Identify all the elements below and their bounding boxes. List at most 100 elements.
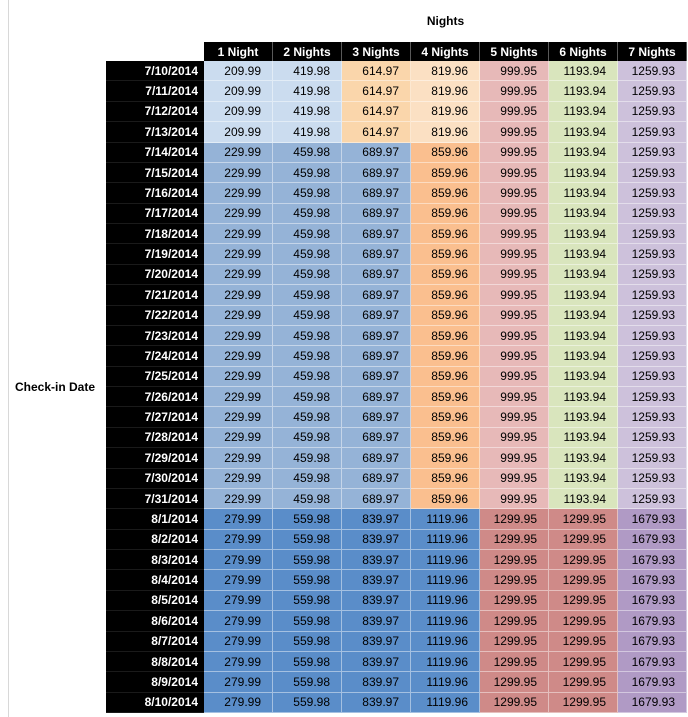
price-cell[interactable]: 859.96	[411, 305, 480, 326]
date-cell[interactable]: 7/13/2014	[106, 122, 204, 143]
price-cell[interactable]: 1679.93	[618, 509, 687, 530]
price-cell[interactable]: 1193.94	[549, 366, 618, 387]
price-cell[interactable]: 1193.94	[549, 61, 618, 82]
price-cell[interactable]: 229.99	[204, 488, 273, 510]
price-cell[interactable]: 209.99	[204, 81, 273, 102]
column-header-cell[interactable]: 4 Nights	[411, 42, 480, 61]
price-cell[interactable]: 1193.94	[549, 183, 618, 204]
price-cell[interactable]: 999.95	[480, 224, 549, 245]
price-cell[interactable]: 1679.93	[618, 672, 687, 693]
price-cell[interactable]: 689.97	[342, 142, 411, 163]
price-cell[interactable]: 999.95	[480, 122, 549, 143]
price-cell[interactable]: 859.96	[411, 366, 480, 387]
price-cell[interactable]: 459.98	[273, 244, 342, 265]
price-cell[interactable]: 859.96	[411, 142, 480, 163]
column-header-cell[interactable]: 1 Night	[204, 42, 273, 61]
price-cell[interactable]: 1299.95	[549, 590, 618, 612]
price-cell[interactable]: 1119.96	[411, 672, 480, 693]
price-cell[interactable]: 999.95	[480, 366, 549, 387]
date-cell[interactable]: 7/31/2014	[106, 488, 204, 510]
price-cell[interactable]: 1193.94	[549, 468, 618, 489]
price-cell[interactable]: 614.97	[342, 81, 411, 102]
price-cell[interactable]: 459.98	[273, 183, 342, 204]
price-cell[interactable]: 1299.95	[549, 672, 618, 693]
price-cell[interactable]: 999.95	[480, 346, 549, 367]
date-cell[interactable]: 7/22/2014	[106, 305, 204, 326]
date-cell[interactable]: 7/26/2014	[106, 387, 204, 408]
price-cell[interactable]: 1299.95	[480, 631, 549, 652]
price-cell[interactable]: 839.97	[342, 509, 411, 530]
price-cell[interactable]: 689.97	[342, 488, 411, 510]
price-cell[interactable]: 1299.95	[480, 590, 549, 612]
price-cell[interactable]: 459.98	[273, 448, 342, 469]
price-cell[interactable]: 859.96	[411, 264, 480, 286]
date-cell[interactable]: 8/9/2014	[106, 672, 204, 693]
price-cell[interactable]: 999.95	[480, 468, 549, 489]
price-cell[interactable]: 1299.95	[480, 672, 549, 693]
price-cell[interactable]: 1299.95	[480, 529, 549, 550]
price-cell[interactable]: 839.97	[342, 631, 411, 652]
price-cell[interactable]: 279.99	[204, 570, 273, 591]
price-cell[interactable]: 559.98	[273, 509, 342, 530]
price-cell[interactable]: 559.98	[273, 692, 342, 713]
price-cell[interactable]: 614.97	[342, 61, 411, 82]
price-cell[interactable]: 559.98	[273, 611, 342, 632]
date-cell[interactable]: 7/29/2014	[106, 448, 204, 469]
price-cell[interactable]: 229.99	[204, 142, 273, 163]
price-cell[interactable]: 1193.94	[549, 448, 618, 469]
price-cell[interactable]: 229.99	[204, 366, 273, 387]
price-cell[interactable]: 229.99	[204, 264, 273, 286]
price-cell[interactable]: 1193.94	[549, 488, 618, 510]
date-cell[interactable]: 8/4/2014	[106, 570, 204, 591]
price-cell[interactable]: 839.97	[342, 529, 411, 550]
price-cell[interactable]: 1679.93	[618, 550, 687, 571]
price-cell[interactable]: 1259.93	[618, 468, 687, 489]
price-cell[interactable]: 689.97	[342, 448, 411, 469]
price-cell[interactable]: 279.99	[204, 672, 273, 693]
price-cell[interactable]: 1193.94	[549, 346, 618, 367]
price-cell[interactable]: 689.97	[342, 325, 411, 347]
price-cell[interactable]: 1259.93	[618, 142, 687, 163]
price-cell[interactable]: 229.99	[204, 183, 273, 204]
price-cell[interactable]: 1679.93	[618, 651, 687, 673]
price-cell[interactable]: 1259.93	[618, 488, 687, 510]
price-cell[interactable]: 209.99	[204, 61, 273, 82]
price-cell[interactable]: 1259.93	[618, 203, 687, 224]
price-cell[interactable]: 1193.94	[549, 427, 618, 449]
price-cell[interactable]: 689.97	[342, 305, 411, 326]
price-cell[interactable]: 1299.95	[549, 509, 618, 530]
date-cell[interactable]: 7/14/2014	[106, 142, 204, 163]
price-cell[interactable]: 1299.95	[480, 550, 549, 571]
price-cell[interactable]: 1119.96	[411, 550, 480, 571]
price-cell[interactable]: 1299.95	[549, 570, 618, 591]
price-cell[interactable]: 1193.94	[549, 224, 618, 245]
price-cell[interactable]: 1119.96	[411, 651, 480, 673]
price-cell[interactable]: 999.95	[480, 387, 549, 408]
price-cell[interactable]: 459.98	[273, 366, 342, 387]
price-cell[interactable]: 1259.93	[618, 366, 687, 387]
price-cell[interactable]: 1299.95	[480, 570, 549, 591]
price-cell[interactable]: 839.97	[342, 611, 411, 632]
price-cell[interactable]: 1259.93	[618, 325, 687, 347]
price-cell[interactable]: 859.96	[411, 162, 480, 184]
price-cell[interactable]: 819.96	[411, 122, 480, 143]
price-cell[interactable]: 559.98	[273, 590, 342, 612]
price-cell[interactable]: 229.99	[204, 285, 273, 306]
price-cell[interactable]: 999.95	[480, 488, 549, 510]
price-cell[interactable]: 229.99	[204, 468, 273, 489]
price-cell[interactable]: 459.98	[273, 346, 342, 367]
date-cell[interactable]: 8/8/2014	[106, 651, 204, 673]
price-cell[interactable]: 459.98	[273, 162, 342, 184]
price-cell[interactable]: 999.95	[480, 142, 549, 163]
price-cell[interactable]: 1679.93	[618, 631, 687, 652]
price-cell[interactable]: 1259.93	[618, 244, 687, 265]
price-cell[interactable]: 1679.93	[618, 692, 687, 713]
price-cell[interactable]: 1193.94	[549, 325, 618, 347]
price-cell[interactable]: 419.98	[273, 81, 342, 102]
date-cell[interactable]: 7/21/2014	[106, 285, 204, 306]
price-cell[interactable]: 559.98	[273, 672, 342, 693]
price-cell[interactable]: 1193.94	[549, 142, 618, 163]
price-cell[interactable]: 1299.95	[549, 651, 618, 673]
price-cell[interactable]: 999.95	[480, 101, 549, 123]
date-cell[interactable]: 7/10/2014	[106, 61, 204, 82]
